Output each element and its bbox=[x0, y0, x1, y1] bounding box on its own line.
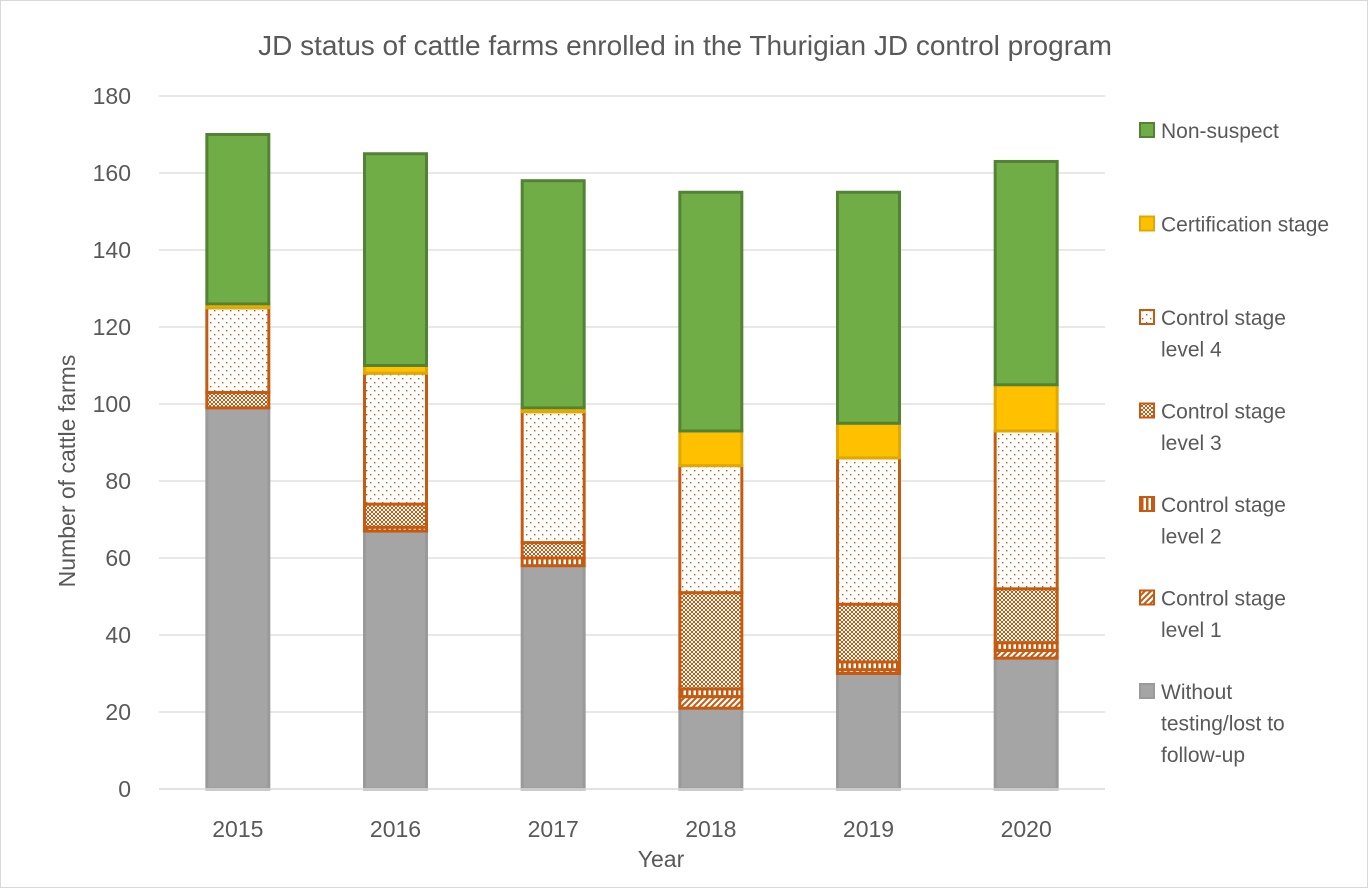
legend-label: Control stage bbox=[1161, 494, 1286, 517]
bar-2019-non-suspect bbox=[836, 190, 901, 425]
gridlines bbox=[159, 95, 1105, 713]
x-axis-label: Year bbox=[638, 846, 685, 872]
y-tick-label: 80 bbox=[105, 468, 131, 494]
bar-2016-control-stage-level-4 bbox=[363, 371, 428, 506]
legend-swatch bbox=[1139, 122, 1155, 138]
legend-item-certification-stage: Certification stage bbox=[1139, 214, 1329, 237]
legend-label: Control stage bbox=[1161, 307, 1286, 330]
bar-2020-without-testing-lost-to-follow-up bbox=[993, 656, 1059, 791]
bar-2019-control-stage-level-4 bbox=[836, 456, 901, 606]
legend-swatch bbox=[1139, 402, 1155, 419]
y-tick-label: 60 bbox=[105, 545, 131, 571]
y-tick-label: 140 bbox=[93, 237, 131, 263]
bar-2019-control-stage-level-3 bbox=[836, 602, 901, 664]
y-tick-label: 100 bbox=[93, 391, 131, 417]
legend-label: Without bbox=[1161, 681, 1232, 704]
bar-2019-without-testing-lost-to-follow-up bbox=[836, 672, 901, 791]
x-tick-label: 2016 bbox=[370, 816, 421, 842]
bar-2018-non-suspect bbox=[678, 190, 744, 433]
bar-2015-control-stage-level-3 bbox=[205, 390, 271, 410]
bar-2016-non-suspect bbox=[363, 152, 428, 367]
legend-swatch bbox=[1139, 589, 1155, 606]
bars bbox=[205, 133, 1059, 791]
bar-2020-certification-stage bbox=[993, 383, 1059, 433]
legend-label: Certification stage bbox=[1161, 214, 1329, 237]
legend-swatch bbox=[1139, 496, 1155, 512]
bar-2015-non-suspect bbox=[205, 133, 271, 306]
x-tick-label: 2020 bbox=[1001, 816, 1052, 842]
y-axis-ticks: 0 20 40 60 80 100 120 140 160 180 bbox=[93, 83, 131, 802]
bar-2020-control-stage-level-3 bbox=[993, 587, 1059, 645]
legend-label: testing/lost to bbox=[1161, 713, 1285, 736]
y-tick-label: 40 bbox=[105, 622, 131, 648]
legend-label: level 1 bbox=[1161, 619, 1222, 642]
legend-item-control-stage-level-1: Control stage level 1 bbox=[1139, 588, 1286, 642]
legend-label: follow-up bbox=[1161, 744, 1245, 767]
bar-2015-without-testing-lost-to-follow-up bbox=[205, 406, 271, 791]
legend-label: level 2 bbox=[1161, 526, 1222, 549]
bar-2018-control-stage-level-3 bbox=[678, 591, 744, 691]
bar-2017-without-testing-lost-to-follow-up bbox=[520, 564, 586, 791]
legend-label: level 3 bbox=[1161, 432, 1222, 455]
legend-swatch bbox=[1139, 309, 1155, 325]
bar-2020-control-stage-level-4 bbox=[993, 429, 1059, 591]
legend-item-without-testing-lost-to-follow-up: Without testing/lost to follow-up bbox=[1139, 681, 1285, 767]
y-axis-label: Number of cattle farms bbox=[54, 355, 80, 588]
bar-2018-control-stage-level-1 bbox=[678, 695, 744, 710]
legend: Non-suspect Certification stage Control st… bbox=[1139, 120, 1329, 767]
bar-2020-non-suspect bbox=[993, 159, 1059, 387]
bar-2016-without-testing-lost-to-follow-up bbox=[363, 529, 428, 791]
x-tick-label: 2018 bbox=[685, 816, 736, 842]
bar-2018-control-stage-level-4 bbox=[678, 464, 744, 595]
y-tick-label: 180 bbox=[93, 83, 131, 109]
bar-2017-control-stage-level-4 bbox=[520, 410, 586, 545]
x-axis-ticks: 2015 2016 2017 2018 2019 2020 bbox=[212, 816, 1052, 842]
y-tick-label: 20 bbox=[105, 699, 131, 725]
bar-2017-control-stage-level-3 bbox=[520, 541, 586, 560]
legend-label: Control stage bbox=[1161, 588, 1286, 611]
x-tick-label: 2017 bbox=[528, 816, 579, 842]
bar-2015-control-stage-level-4 bbox=[205, 306, 271, 394]
legend-item-non-suspect: Non-suspect bbox=[1139, 120, 1279, 143]
bar-2016-control-stage-level-3 bbox=[363, 502, 428, 529]
legend-item-control-stage-level-4: Control stage level 4 bbox=[1139, 307, 1286, 362]
legend-label: level 4 bbox=[1161, 339, 1222, 362]
y-tick-label: 160 bbox=[93, 160, 131, 186]
bar-2019-certification-stage bbox=[836, 421, 901, 460]
legend-item-control-stage-level-3: Control stage level 3 bbox=[1139, 401, 1286, 455]
bar-2018-without-testing-lost-to-follow-up bbox=[678, 706, 744, 791]
legend-label: Control stage bbox=[1161, 401, 1286, 424]
y-tick-label: 0 bbox=[118, 776, 131, 802]
x-tick-label: 2015 bbox=[212, 816, 263, 842]
x-tick-label: 2019 bbox=[843, 816, 894, 842]
legend-swatch bbox=[1139, 215, 1155, 232]
legend-swatch bbox=[1139, 683, 1155, 699]
legend-label: Non-suspect bbox=[1161, 120, 1279, 143]
legend-item-control-stage-level-2: Control stage level 2 bbox=[1139, 494, 1286, 549]
y-tick-label: 120 bbox=[93, 314, 131, 340]
bar-2017-non-suspect bbox=[520, 179, 586, 410]
chart-title: JD status of cattle farms enrolled in th… bbox=[258, 30, 1112, 61]
bar-2018-certification-stage bbox=[678, 429, 744, 468]
